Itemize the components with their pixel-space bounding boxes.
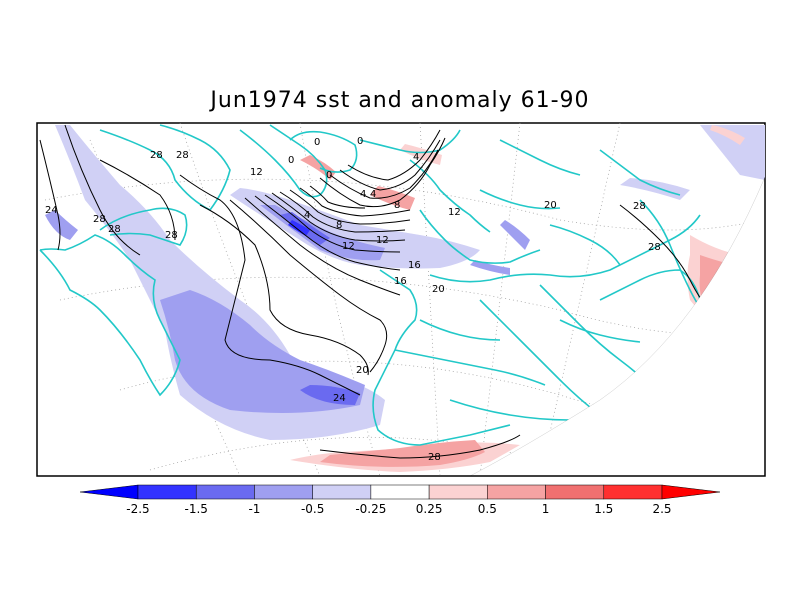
colorbar-box bbox=[603, 484, 663, 500]
colorbar-tick-label: -1 bbox=[248, 502, 260, 516]
contour-label: 4 bbox=[360, 189, 366, 200]
contour-label: 28 bbox=[428, 452, 441, 463]
contour-label: 4 bbox=[413, 152, 419, 163]
colorbar-tick-label: -2.5 bbox=[126, 502, 149, 516]
colorbar-tick-label: 1 bbox=[542, 502, 550, 516]
map-title: Jun1974 sst and anomaly 61-90 bbox=[210, 88, 590, 113]
contour-label: 12 bbox=[250, 167, 263, 178]
contour-label: 16 bbox=[408, 260, 421, 271]
contour-label: 0 bbox=[357, 136, 363, 147]
contour-label: 20 bbox=[356, 365, 369, 376]
colorbar-box bbox=[428, 484, 488, 500]
contour-label: 24 bbox=[45, 205, 58, 216]
colorbar-box bbox=[487, 484, 546, 500]
colorbar-tick-label: 0.25 bbox=[416, 502, 443, 516]
colorbar-arrow-low bbox=[79, 484, 139, 500]
colorbar-box bbox=[195, 484, 255, 500]
contour-label: 4 bbox=[370, 189, 376, 200]
colorbar-box bbox=[370, 484, 430, 500]
contour-label: 0 bbox=[326, 170, 332, 181]
contour-label: 24 bbox=[333, 393, 346, 404]
contour-label: 28 bbox=[648, 242, 661, 253]
colorbar-box bbox=[312, 484, 372, 500]
colorbar-box bbox=[254, 484, 313, 500]
colorbar-tick-label: -0.5 bbox=[301, 502, 324, 516]
contour-labels: 28 28 24 28 28 28 0 0 0 0 4 4 4 4 8 8 12… bbox=[45, 136, 661, 463]
colorbar-tick-label: 1.5 bbox=[594, 502, 613, 516]
contour-label: 28 bbox=[633, 201, 646, 212]
contour-label: 20 bbox=[432, 284, 445, 295]
contour-label: 12 bbox=[376, 235, 389, 246]
colorbar-tick-label: 2.5 bbox=[652, 502, 671, 516]
contour-label: 8 bbox=[394, 200, 400, 211]
colorbar-tick-label: -1.5 bbox=[185, 502, 208, 516]
contour-label: 12 bbox=[448, 207, 461, 218]
contour-label: 4 bbox=[304, 210, 310, 221]
contour-label: 12 bbox=[342, 241, 355, 252]
colorbar-box bbox=[545, 484, 605, 500]
contour-label: 28 bbox=[93, 214, 106, 225]
projection-edge bbox=[469, 176, 766, 477]
colorbar-arrow-high bbox=[661, 484, 721, 500]
contour-label: 28 bbox=[108, 224, 121, 235]
colorbar-box bbox=[137, 484, 197, 500]
contour-label: 16 bbox=[394, 276, 407, 287]
colorbar-tick-label: -0.25 bbox=[355, 502, 386, 516]
plot-frame bbox=[36, 122, 766, 477]
contour-label: 28 bbox=[150, 150, 163, 161]
contour-label: 28 bbox=[165, 230, 178, 241]
contour-label: 0 bbox=[314, 137, 320, 148]
contour-label: 8 bbox=[336, 220, 342, 231]
contour-label: 20 bbox=[544, 200, 557, 211]
contour-label: 0 bbox=[288, 155, 294, 166]
colorbar-tick-label: 0.5 bbox=[478, 502, 497, 516]
colorbar: -2.5 -1.5 -1 -0.5 -0.25 0.25 0.5 1 1.5 2.5 bbox=[79, 484, 721, 516]
sst-contours bbox=[39, 124, 711, 459]
contour-label: 28 bbox=[176, 150, 189, 161]
